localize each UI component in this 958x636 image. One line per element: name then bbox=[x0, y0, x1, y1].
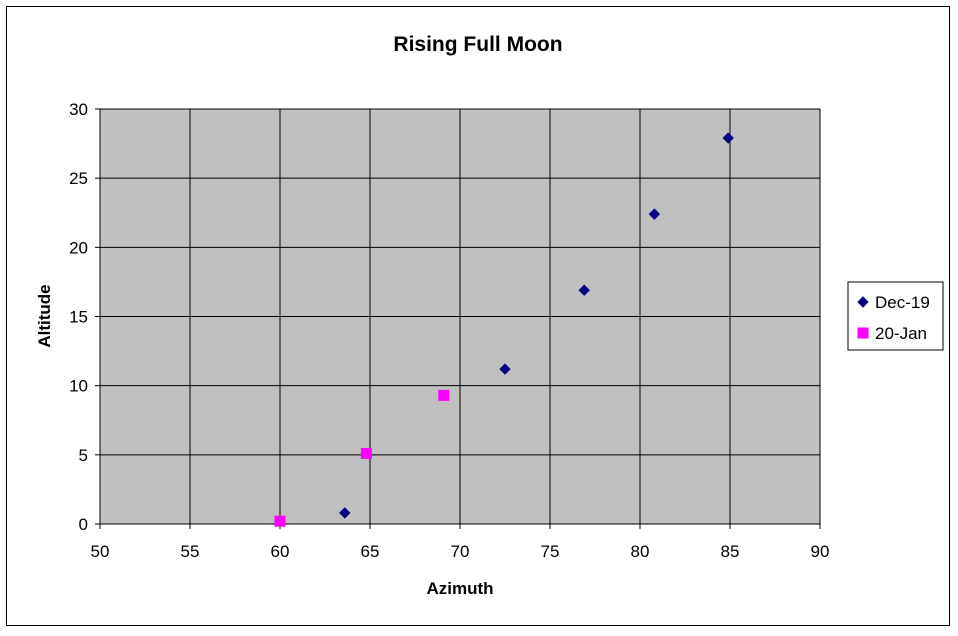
data-point bbox=[438, 389, 450, 401]
x-tick-label: 65 bbox=[361, 542, 380, 561]
x-tick-label: 85 bbox=[721, 542, 740, 561]
x-tick-label: 90 bbox=[811, 542, 830, 561]
y-tick-label: 20 bbox=[69, 238, 88, 257]
data-point bbox=[578, 284, 590, 296]
x-tick-label: 80 bbox=[631, 542, 650, 561]
legend: Dec-19 20-Jan bbox=[847, 281, 944, 351]
data-point bbox=[360, 447, 372, 459]
data-point bbox=[339, 507, 351, 519]
x-tick-label: 70 bbox=[451, 542, 470, 561]
data-point bbox=[648, 208, 661, 220]
x-axis-title: Azimuth bbox=[426, 579, 493, 598]
data-point bbox=[722, 132, 734, 144]
tick-labels: 50 55 60 65 70 75 80 85 90 0 5 10 15 20 25 30 bbox=[69, 100, 829, 561]
data-point bbox=[274, 515, 286, 527]
legend-label: 20-Jan bbox=[875, 324, 927, 343]
y-tick-label: 15 bbox=[69, 308, 88, 327]
y-axis-title: Altitude bbox=[35, 284, 54, 347]
data-point bbox=[499, 363, 511, 375]
x-tick-label: 55 bbox=[181, 542, 200, 561]
data-points bbox=[274, 132, 734, 527]
legend-box bbox=[847, 281, 944, 351]
x-tick-label: 50 bbox=[91, 542, 110, 561]
legend-marker bbox=[857, 296, 869, 308]
y-tick-label: 0 bbox=[79, 515, 88, 534]
y-tick-label: 25 bbox=[69, 169, 88, 188]
y-tick-label: 5 bbox=[79, 446, 88, 465]
chart-title: Rising Full Moon bbox=[393, 33, 562, 56]
legend-marker bbox=[857, 327, 869, 339]
x-tick-label: 75 bbox=[541, 542, 560, 561]
x-tick-label: 60 bbox=[271, 542, 290, 561]
gridlines bbox=[95, 108, 821, 529]
y-tick-label: 30 bbox=[69, 100, 88, 119]
legend-label: Dec-19 bbox=[875, 293, 930, 312]
y-tick-label: 10 bbox=[69, 377, 88, 396]
